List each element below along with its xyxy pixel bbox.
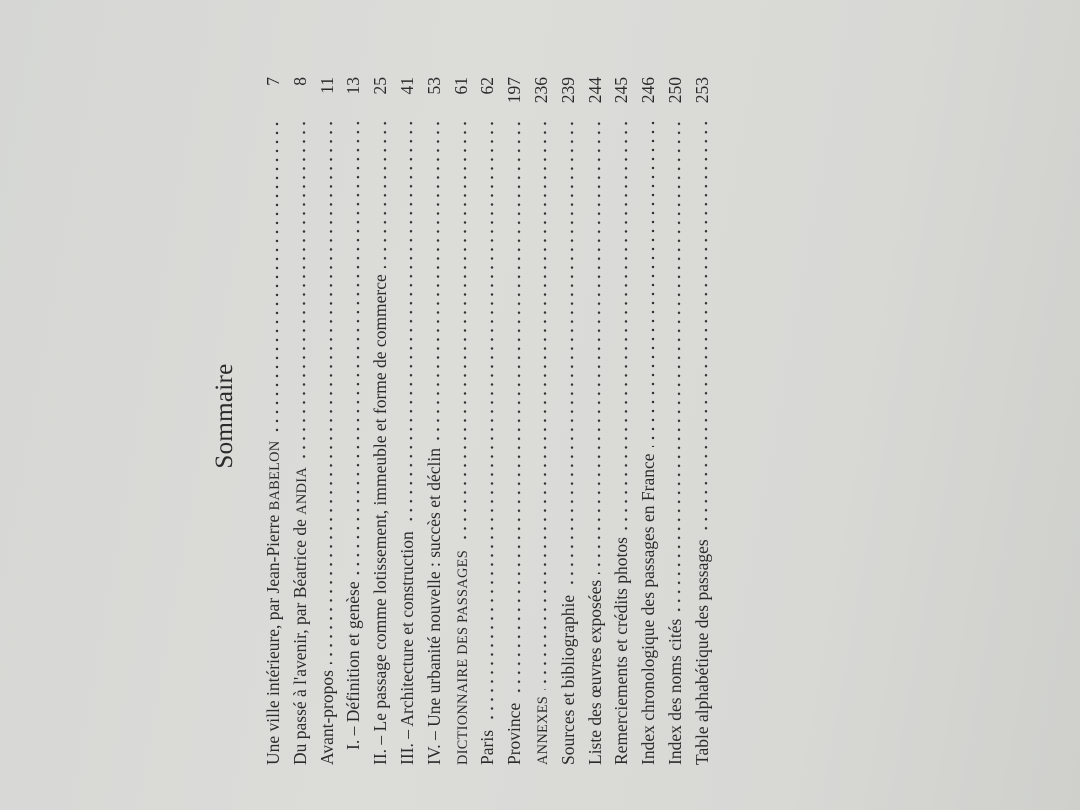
toc-entry-label: Index des noms cités [662,619,691,765]
dot-leader [677,119,682,613]
toc-entry: DICTIONNAIRE DES PASSAGES 61 [448,77,475,765]
toc-page-number: 11 [316,77,337,94]
toc-page-number: 62 [477,77,498,95]
page-title: Sommaire [211,363,238,469]
toc-page-number: 239 [557,77,578,104]
toc-entry-label: Index chronologique des passages en Fran… [635,454,664,766]
toc-page-number: 13 [343,77,364,95]
toc-page-number: 245 [611,77,632,104]
toc-entry-label: Remerciements et crédits photos [608,537,637,765]
toc-entry-label: Province [501,703,530,765]
toc-entry-text: Avant-propos [316,670,337,765]
toc-entry-label: Paris [474,730,503,765]
toc-entry: Province 197 [501,77,528,765]
toc-entry: Avant-propos 11 [314,77,341,765]
toc-entry-text: Paris [477,730,498,765]
toc-entry-label: Table alphabétique des passages [689,539,718,765]
dot-leader [516,119,521,697]
toc-entry-text: Liste des œuvres exposées [584,579,605,765]
dot-leader [462,119,467,545]
toc-entry-text: Sources et bibliographie [557,594,578,765]
toc-entry-label: I. – Définition et genèse [340,581,369,765]
toc-entry-smallcaps: BABELON [267,440,283,511]
dot-leader [275,119,280,435]
toc-entry-text: Remerciements et crédits photos [611,537,632,765]
toc-entry-text: IV. – Une urbanité nouvelle : succès et … [423,447,444,765]
dot-leader [355,119,360,576]
dot-leader [328,119,333,665]
toc-entry: Sources et bibliographie 239 [555,77,582,765]
toc-entry-text: III. – Architecture et construction [396,531,417,765]
toc-page-number: 246 [638,77,659,104]
toc-entry-label: ANNEXES [528,696,557,765]
toc-entry-label: Sources et bibliographie [555,595,584,765]
toc-entry-text: Du passé à l'avenir, par Béatrice de [289,514,310,765]
dot-leader [704,119,709,534]
toc-page-number: 250 [664,77,685,104]
toc-entry: II. – Le passage comme lotissement, imme… [367,77,394,765]
toc-page-number: 8 [289,77,310,86]
toc-page-number: 7 [263,77,283,86]
dot-leader [623,119,628,532]
toc-page-number: 25 [370,77,391,95]
dot-leader [650,119,655,448]
toc-page-number: 197 [504,77,525,104]
toc-entry-text: II. – Le passage comme lotissement, imme… [370,274,391,765]
toc-entry-text: Index des noms cités [664,618,685,765]
toc-entry: ANNEXES 236 [528,77,555,765]
toc-page-number: 61 [450,77,471,95]
toc-entry: III. – Architecture et construction 41 [394,77,421,765]
toc-entry: Remerciements et crédits photos 245 [608,77,635,765]
dot-leader [302,119,307,462]
toc-entry: IV. – Une urbanité nouvelle : succès et … [421,77,448,765]
dot-leader [409,119,414,526]
toc-entry-smallcaps: DICTIONNAIRE DES PASSAGES [454,550,471,765]
toc-entry-label: DICTIONNAIRE DES PASSAGES [448,550,477,765]
toc-entry-label: III. – Architecture et construction [394,531,423,765]
toc-entry: Liste des œuvres exposées 244 [582,77,609,765]
toc-entry: Une ville intérieure, par Jean-Pierre BA… [260,77,287,765]
toc-entry: I. – Définition et genèse 13 [340,77,367,765]
toc-page-number: 41 [396,77,417,95]
dot-leader [382,119,387,269]
toc-page-number: 53 [423,77,444,95]
toc-entry: Table alphabétique des passages 253 [689,77,716,765]
toc-entry-label: IV. – Une urbanité nouvelle : succès et … [421,448,450,765]
toc-page-number: 244 [584,77,605,104]
dot-leader [489,119,494,724]
toc-entry-text: I. – Définition et genèse [343,581,364,750]
toc-entry: Index chronologique des passages en Fran… [635,77,662,765]
toc-entry-label: Avant-propos [314,670,343,765]
toc-entry-text: Une ville intérieure, par Jean-Pierre [263,510,283,765]
toc-page-number: 253 [691,77,712,104]
toc-entry-label: Du passé à l'avenir, par Béatrice de AND… [287,467,316,765]
toc-entry-smallcaps: ANDIA [293,467,310,515]
dot-leader [543,119,548,690]
toc-entry-text: Table alphabétique des passages [691,539,712,765]
toc-entry-smallcaps: ANNEXES [534,695,551,765]
dot-leader [436,119,441,442]
book-page-sommaire: Sommaire Une ville intérieure, par Jean-… [190,77,750,765]
toc-entry: Du passé à l'avenir, par Béatrice de AND… [287,77,314,765]
dot-leader [596,119,601,574]
table-of-contents: Une ville intérieure, par Jean-Pierre BA… [260,77,716,765]
toc-entry-label: Une ville intérieure, par Jean-Pierre BA… [260,441,289,765]
toc-entry-label: Liste des œuvres exposées [582,580,611,765]
toc-entry-text: Index chronologique des passages en Fran… [638,453,659,766]
toc-entry-label: II. – Le passage comme lotissement, imme… [367,274,396,765]
toc-page-number: 236 [530,77,551,104]
dot-leader [570,119,575,589]
toc-entry-text: Province [504,702,525,765]
toc-entry: Paris 62 [474,77,501,765]
toc-entry: Index des noms cités 250 [662,77,689,765]
